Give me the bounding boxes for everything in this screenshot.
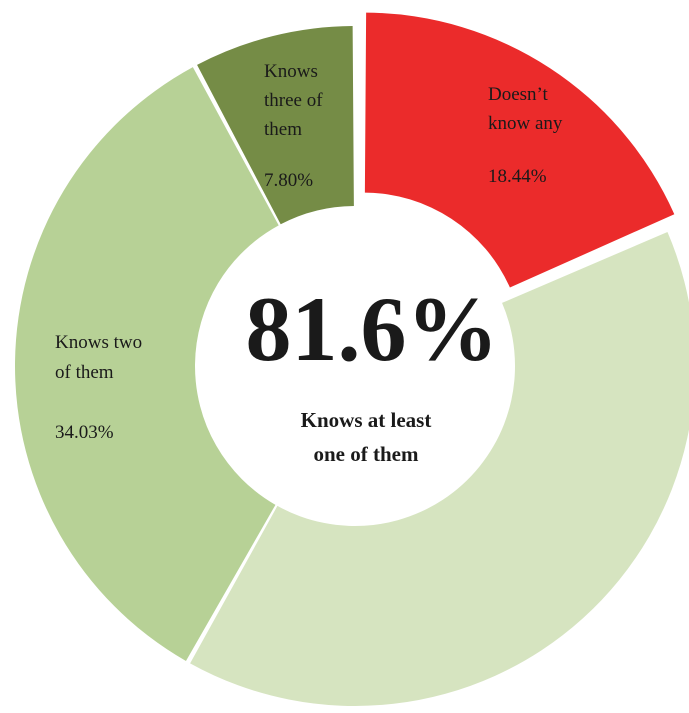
slice-doesnt-know-any: [364, 12, 675, 288]
slice-label-doesnt-know-any-line-1: Doesn’t: [488, 84, 549, 105]
slice-label-doesnt-know-any-line-2: know any: [488, 113, 563, 134]
slice-value-doesnt-know-any: 18.44%: [488, 166, 547, 187]
slice-label-knows-three-line-2: three of: [264, 90, 323, 111]
slice-labels: Doesn’t know any 18.44% Knows two of them 34.…: [55, 61, 563, 443]
slice-label-knows-two-line-1: Knows two: [55, 332, 142, 353]
center-caption-line-2: one of them: [314, 442, 419, 466]
slice-label-knows-three-line-3: them: [264, 119, 302, 140]
donut-slices: [14, 12, 689, 706]
slice-knows-three: [197, 26, 354, 225]
slice-value-knows-two: 34.03%: [55, 422, 114, 443]
slice-knows-one: [190, 231, 689, 706]
slice-knows-two: [14, 67, 279, 662]
slice-label-knows-two-line-2: of them: [55, 362, 114, 383]
center-caption-line-1: Knows at least: [301, 408, 432, 432]
center-summary: 81.6% Knows at least one of them: [246, 278, 499, 466]
slice-label-knows-three-line-1: Knows: [264, 61, 318, 82]
center-value: 81.6%: [246, 278, 499, 380]
slice-value-knows-three: 7.80%: [264, 170, 313, 191]
